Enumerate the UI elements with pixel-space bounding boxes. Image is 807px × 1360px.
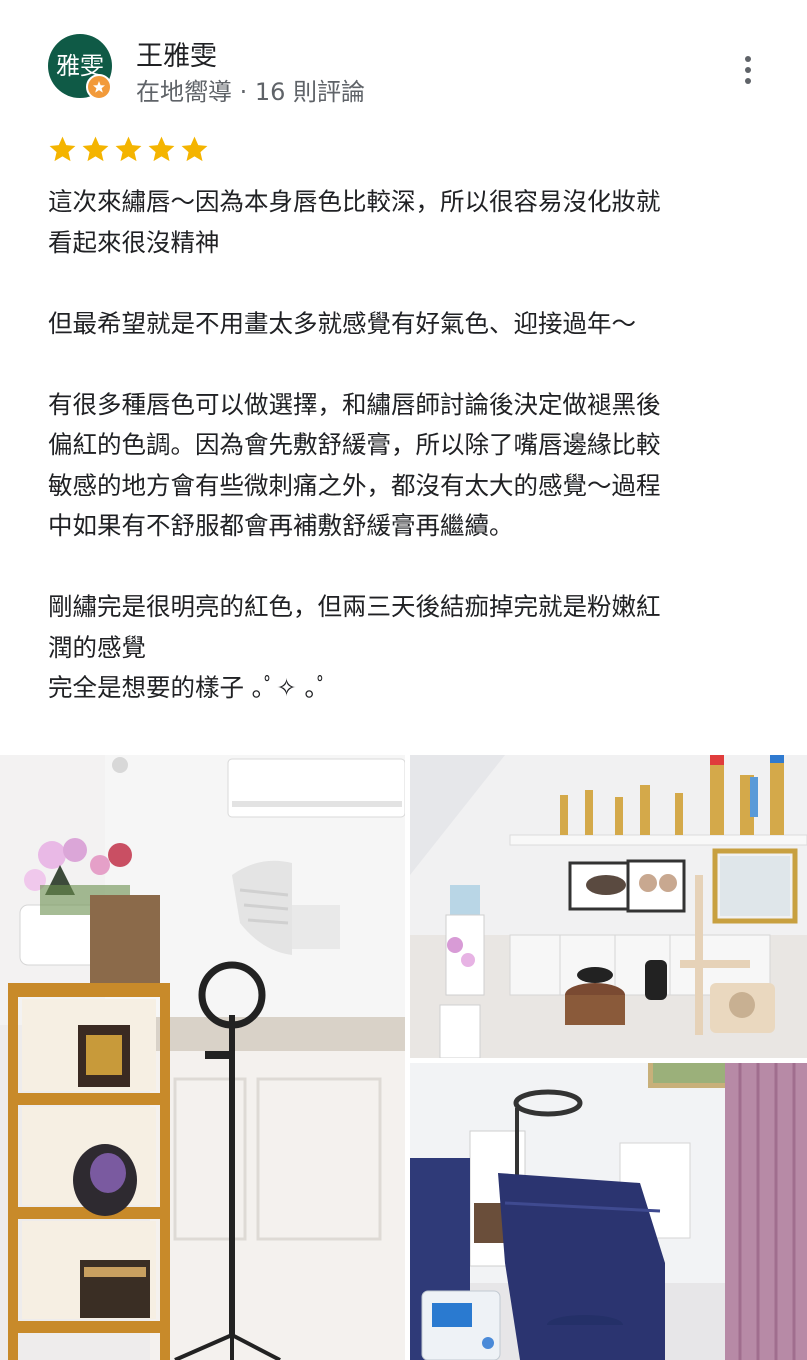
photo-studio[interactable] xyxy=(410,755,807,1058)
star-rating xyxy=(47,134,210,165)
review-line: 看起來很沒精神 xyxy=(48,227,220,257)
review-line: 完全是想要的樣子 ｡ﾟ✧ ｡ﾟ xyxy=(48,673,330,702)
review-line: 潤的感覺 xyxy=(48,632,146,662)
star-icon xyxy=(82,136,109,162)
review-line: 這次來繡唇～因為本身唇色比較深，所以很容易沒化妝就 xyxy=(48,187,661,216)
review-line: 但最希望就是不用畫太多就感覺有好氣色、迎接過年～ xyxy=(48,308,636,338)
review-text: 這次來繡唇～因為本身唇色比較深，所以很容易沒化妝就 看起來很沒精神但最希望就是不用… xyxy=(48,182,763,709)
more-dot xyxy=(745,67,751,73)
star-icon xyxy=(148,136,175,162)
local-guide-badge-icon xyxy=(86,74,112,100)
photo-grid xyxy=(0,755,807,1360)
review-gap xyxy=(48,344,763,385)
photo-reception[interactable] xyxy=(0,755,405,1360)
review-gap xyxy=(48,547,763,588)
photo-treatment-room[interactable] xyxy=(410,1063,807,1360)
review-line: 中如果有不舒服都會再補敷舒緩膏再繼續。 xyxy=(48,511,514,540)
review-gap xyxy=(48,263,763,304)
star-icon xyxy=(49,136,76,162)
star-icon xyxy=(115,136,142,162)
more-vert-icon[interactable] xyxy=(728,48,768,92)
reviewer-meta: 在地嚮導 · 16 則評論 xyxy=(136,78,366,106)
review-line: 敏感的地方會有些微刺痛之外，都沒有太大的感覺～過程 xyxy=(48,470,661,500)
more-dot xyxy=(745,56,751,62)
reviewer-name[interactable]: 王雅雯 xyxy=(136,41,217,72)
avatar[interactable]: 雅雯 xyxy=(48,34,112,98)
review-header: 雅雯 王雅雯 在地嚮導 · 16 則評論 xyxy=(0,0,807,130)
review-line: 剛繡完是很明亮的紅色，但兩三天後結痂掉完就是粉嫩紅 xyxy=(48,592,661,621)
star-icon xyxy=(181,136,208,162)
review-line: 有很多種唇色可以做選擇，和繡唇師討論後決定做褪黑後 xyxy=(48,389,661,419)
review-line: 偏紅的色調。因為會先敷舒緩膏，所以除了嘴唇邊緣比較 xyxy=(48,430,661,459)
more-dot xyxy=(745,78,751,84)
